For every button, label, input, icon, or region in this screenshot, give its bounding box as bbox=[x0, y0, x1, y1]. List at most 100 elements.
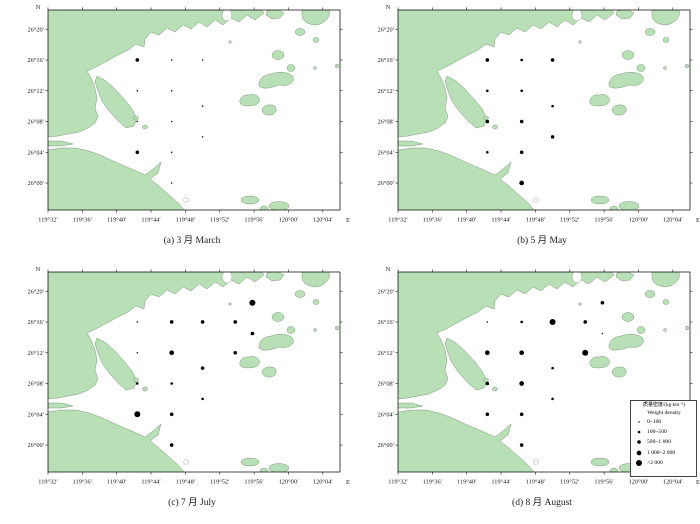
lat-tick-label: 26°20′ bbox=[28, 288, 45, 295]
map-frame bbox=[47, 271, 341, 473]
station-dots bbox=[484, 300, 605, 447]
lat-tick-label: 26°16′ bbox=[28, 319, 45, 326]
lon-tick-label: 120°00′ bbox=[629, 479, 649, 486]
station-dot bbox=[169, 443, 174, 447]
legend-dot-icon bbox=[637, 440, 641, 445]
legend-row: 100~500 bbox=[634, 427, 694, 437]
map-panel-march: 119°32′ 119°36′ 119°40′ 119°44′ 119°48′ 119°5… bbox=[28, 4, 351, 246]
lat-tick-label: 26°08′ bbox=[28, 381, 45, 388]
legend-row: 0~100 bbox=[634, 417, 694, 427]
station-dot bbox=[169, 320, 174, 324]
lon-tick-label: 119°40′ bbox=[107, 217, 127, 224]
station-dot bbox=[551, 397, 554, 401]
lon-tick-label: 120°04′ bbox=[313, 217, 333, 224]
lon-tick-label: 119°52′ bbox=[560, 217, 580, 224]
station-dot bbox=[135, 150, 140, 155]
lon-tick-label: 119°56′ bbox=[244, 217, 264, 224]
lat-tick-label: 26°20′ bbox=[378, 288, 395, 295]
legend-title-cn: 质量密度/(kg·km⁻²) bbox=[643, 403, 685, 408]
lat-tick-label: 26°12′ bbox=[28, 350, 45, 357]
station-dot bbox=[519, 381, 525, 386]
station-dot bbox=[136, 321, 139, 323]
legend-dot-icon bbox=[637, 430, 641, 434]
station-dot bbox=[170, 182, 173, 184]
lat-tick-label: 26°00′ bbox=[28, 442, 45, 449]
lat-tick-label: 26°04′ bbox=[28, 411, 45, 418]
station-dot bbox=[582, 349, 589, 356]
legend-class-label: 500~1 000 bbox=[647, 439, 672, 446]
east-axis-label: E bbox=[696, 479, 700, 486]
station-dot bbox=[484, 350, 490, 356]
lat-tick-label: 26°00′ bbox=[28, 180, 45, 187]
east-axis-label: E bbox=[346, 217, 350, 224]
lon-tick-label: 119°48′ bbox=[176, 479, 196, 486]
lon-tick-label: 119°36′ bbox=[423, 479, 443, 486]
station-dot bbox=[485, 412, 490, 417]
lat-tick-label: 26°08′ bbox=[378, 381, 395, 388]
legend-class-label: 0~100 bbox=[647, 419, 662, 426]
map-frame bbox=[397, 271, 691, 473]
lon-tick-label: 119°36′ bbox=[423, 217, 443, 224]
axis-ticks bbox=[395, 269, 693, 475]
station-dot bbox=[549, 318, 556, 325]
lon-tick-label: 119°32′ bbox=[388, 479, 408, 486]
lat-tick-label: 26°16′ bbox=[378, 319, 395, 326]
station-dot bbox=[519, 350, 525, 356]
map-frame bbox=[397, 9, 691, 211]
lon-tick-label: 120°00′ bbox=[629, 217, 649, 224]
station-dot bbox=[551, 104, 554, 108]
station-dots bbox=[134, 299, 256, 447]
lat-tick-label: 26°12′ bbox=[378, 350, 395, 357]
station-dot bbox=[520, 58, 523, 62]
lat-tick-label: 26°08′ bbox=[28, 119, 45, 126]
station-dot bbox=[136, 89, 139, 92]
station-dot bbox=[550, 135, 555, 139]
lon-tick-label: 119°32′ bbox=[388, 217, 408, 224]
station-dots bbox=[485, 58, 555, 186]
axis-tick-labels: 119°32′ 119°36′ 119°40′ 119°44′ 119°48′ 119°5… bbox=[28, 288, 334, 485]
lat-tick-label: 26°12′ bbox=[28, 88, 45, 95]
legend-rows: 0~100 100~500 500~1 000 1 000~2 000 >2 000 bbox=[634, 417, 694, 468]
station-dot bbox=[520, 320, 523, 324]
lat-tick-label: 26°16′ bbox=[378, 57, 395, 64]
station-dot bbox=[170, 382, 173, 385]
lat-tick-label: 26°00′ bbox=[378, 180, 395, 187]
station-dot bbox=[170, 120, 173, 123]
lon-tick-label: 119°40′ bbox=[107, 479, 127, 486]
station-dot bbox=[485, 119, 490, 124]
station-dot bbox=[170, 89, 173, 92]
lon-tick-label: 119°48′ bbox=[176, 217, 196, 224]
station-dot bbox=[170, 59, 173, 61]
lon-tick-label: 120°00′ bbox=[279, 217, 299, 224]
station-dot bbox=[600, 300, 605, 305]
station-dot bbox=[486, 321, 489, 323]
legend-dot-icon bbox=[638, 421, 640, 423]
east-axis-label: E bbox=[346, 479, 350, 486]
station-dot bbox=[136, 382, 139, 385]
lat-tick-label: 26°12′ bbox=[378, 88, 395, 95]
station-dot bbox=[136, 351, 139, 354]
north-axis-label: N bbox=[386, 266, 391, 273]
lon-tick-label: 119°56′ bbox=[594, 479, 614, 486]
lon-tick-label: 120°04′ bbox=[663, 479, 683, 486]
lon-tick-label: 119°44′ bbox=[491, 217, 511, 224]
lon-tick-label: 120°04′ bbox=[313, 479, 333, 486]
station-dot bbox=[486, 89, 489, 93]
station-dot bbox=[200, 366, 205, 370]
station-dot bbox=[485, 381, 490, 386]
station-dot bbox=[250, 331, 255, 336]
station-dot bbox=[200, 320, 205, 324]
station-dot bbox=[135, 58, 140, 62]
axis-tick-labels: 119°32′ 119°36′ 119°40′ 119°44′ 119°48′ 119°5… bbox=[28, 26, 334, 223]
station-dot bbox=[551, 366, 554, 370]
map-panel-august: 119°32′ 119°36′ 119°40′ 119°44′ 119°48′ 119°5… bbox=[378, 266, 700, 508]
legend: 质量密度/(kg·km⁻²) Weight density 0~100 100~5… bbox=[630, 400, 697, 477]
lon-tick-label: 119°56′ bbox=[244, 479, 264, 486]
station-dot bbox=[201, 397, 204, 401]
legend-class-label: 1 000~2 000 bbox=[647, 449, 676, 456]
station-dot bbox=[201, 105, 204, 107]
panel-caption: (a) 3 月 March bbox=[164, 235, 221, 246]
station-dot bbox=[519, 443, 524, 447]
legend-dot-icon bbox=[636, 450, 642, 456]
